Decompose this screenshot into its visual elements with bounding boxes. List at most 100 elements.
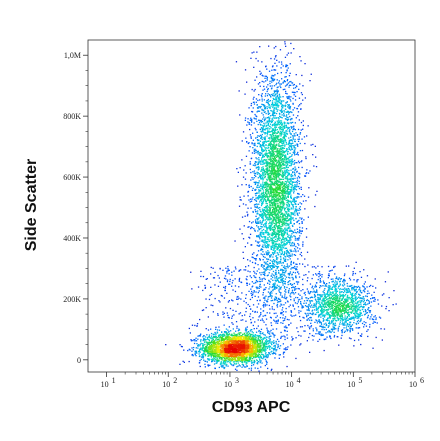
data-point xyxy=(261,192,263,194)
data-point xyxy=(280,61,283,63)
data-point xyxy=(285,171,287,173)
data-point xyxy=(304,258,306,260)
data-point xyxy=(254,193,257,195)
data-point xyxy=(216,362,218,364)
data-point xyxy=(267,122,270,124)
data-point xyxy=(286,300,289,302)
data-point xyxy=(202,346,205,348)
data-point xyxy=(248,199,250,201)
data-point xyxy=(275,280,277,282)
data-point xyxy=(220,294,222,297)
data-point xyxy=(284,278,287,280)
data-point xyxy=(260,196,262,198)
data-point xyxy=(359,286,361,289)
data-point xyxy=(264,303,266,305)
data-point xyxy=(212,267,214,269)
data-point xyxy=(323,308,325,310)
data-point xyxy=(258,192,260,194)
data-point xyxy=(269,333,271,335)
data-point xyxy=(316,311,318,314)
data-point xyxy=(294,149,296,151)
data-point xyxy=(341,334,343,337)
data-point xyxy=(223,362,225,364)
data-point xyxy=(355,296,357,298)
data-point xyxy=(253,359,255,362)
data-point xyxy=(302,283,304,286)
data-point xyxy=(287,224,289,226)
data-point xyxy=(258,121,261,124)
data-point xyxy=(332,286,334,288)
data-point xyxy=(260,233,262,235)
data-point xyxy=(263,132,265,134)
data-point xyxy=(381,305,383,307)
data-point xyxy=(342,288,344,290)
data-point xyxy=(209,337,211,339)
data-point xyxy=(265,222,267,224)
data-point xyxy=(269,85,271,87)
data-point xyxy=(339,280,341,282)
data-point xyxy=(273,345,275,347)
data-point xyxy=(225,278,227,280)
data-point xyxy=(249,146,251,148)
data-point xyxy=(320,316,322,318)
data-point xyxy=(226,280,229,283)
data-point xyxy=(340,316,342,318)
data-point xyxy=(265,125,267,128)
data-point xyxy=(293,145,295,147)
data-point xyxy=(260,127,263,129)
data-point xyxy=(327,288,330,290)
data-point xyxy=(259,73,261,75)
data-point xyxy=(358,289,360,291)
data-point xyxy=(321,307,323,309)
data-point xyxy=(224,289,226,292)
data-point xyxy=(289,222,291,224)
data-point xyxy=(275,243,277,245)
data-point xyxy=(226,272,228,274)
data-point xyxy=(308,271,310,273)
data-point xyxy=(289,249,291,251)
data-point xyxy=(256,145,258,148)
data-point xyxy=(242,203,245,205)
data-point xyxy=(264,159,266,161)
data-point xyxy=(279,244,281,246)
data-point xyxy=(250,171,252,174)
data-point xyxy=(281,174,283,176)
data-point xyxy=(303,317,305,319)
data-point xyxy=(253,257,256,260)
data-point xyxy=(252,324,254,327)
data-point xyxy=(273,312,275,315)
data-point xyxy=(275,117,278,119)
data-point xyxy=(246,81,248,83)
data-point xyxy=(276,279,278,282)
data-point xyxy=(254,181,256,184)
data-point xyxy=(258,316,260,318)
data-point xyxy=(288,207,290,209)
data-point xyxy=(329,330,331,332)
data-point xyxy=(268,304,270,307)
data-point xyxy=(284,348,286,350)
data-point xyxy=(295,211,297,213)
data-point xyxy=(218,366,220,369)
data-point xyxy=(202,309,205,311)
data-point xyxy=(265,101,268,103)
data-point xyxy=(312,339,314,341)
data-point xyxy=(270,237,272,239)
data-point xyxy=(353,288,355,290)
data-point xyxy=(281,145,284,147)
data-point xyxy=(356,286,359,288)
data-point xyxy=(238,364,240,366)
data-point xyxy=(282,65,284,67)
data-point xyxy=(293,150,295,152)
data-point xyxy=(256,359,259,362)
data-point xyxy=(297,160,300,162)
data-point xyxy=(269,138,271,140)
data-point xyxy=(286,188,289,191)
data-point xyxy=(289,218,291,220)
data-point xyxy=(331,288,334,290)
data-point xyxy=(258,245,260,247)
data-point xyxy=(264,107,266,109)
data-point xyxy=(277,104,279,106)
data-point xyxy=(332,325,334,327)
data-point xyxy=(276,123,278,126)
data-point xyxy=(298,193,300,195)
